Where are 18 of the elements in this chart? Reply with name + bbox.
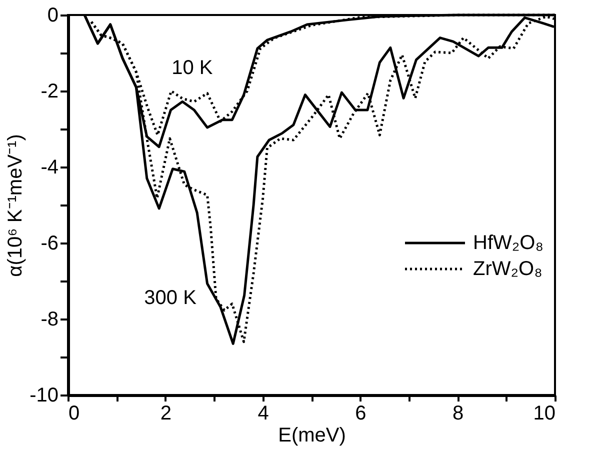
y-axis-title: α(10⁶ K⁻¹meV⁻¹) [4,134,27,277]
x-tick-label: 0 [68,402,80,424]
legend-label: ZrW₂O₈ [473,258,542,280]
x-tick-label: 8 [452,402,464,424]
annotation: 300 K [144,287,198,310]
y-tick-label: 0 [47,4,58,26]
y-tick-label: -8 [40,308,58,330]
x-tick-label: 2 [160,402,172,424]
y-tick-label: -4 [40,156,58,178]
legend-label: HfW₂O₈ [473,232,544,254]
y-tick-label: -6 [40,232,58,254]
x-tick-label: 10 [533,402,556,424]
x-axis-title: E(meV) [278,424,346,446]
y-tick-label: -10 [30,384,58,406]
y-tick-label: -2 [40,80,58,102]
annotation: 10 K [172,57,214,80]
x-tick-label: 4 [258,402,269,424]
x-tick-label: 6 [355,402,366,424]
